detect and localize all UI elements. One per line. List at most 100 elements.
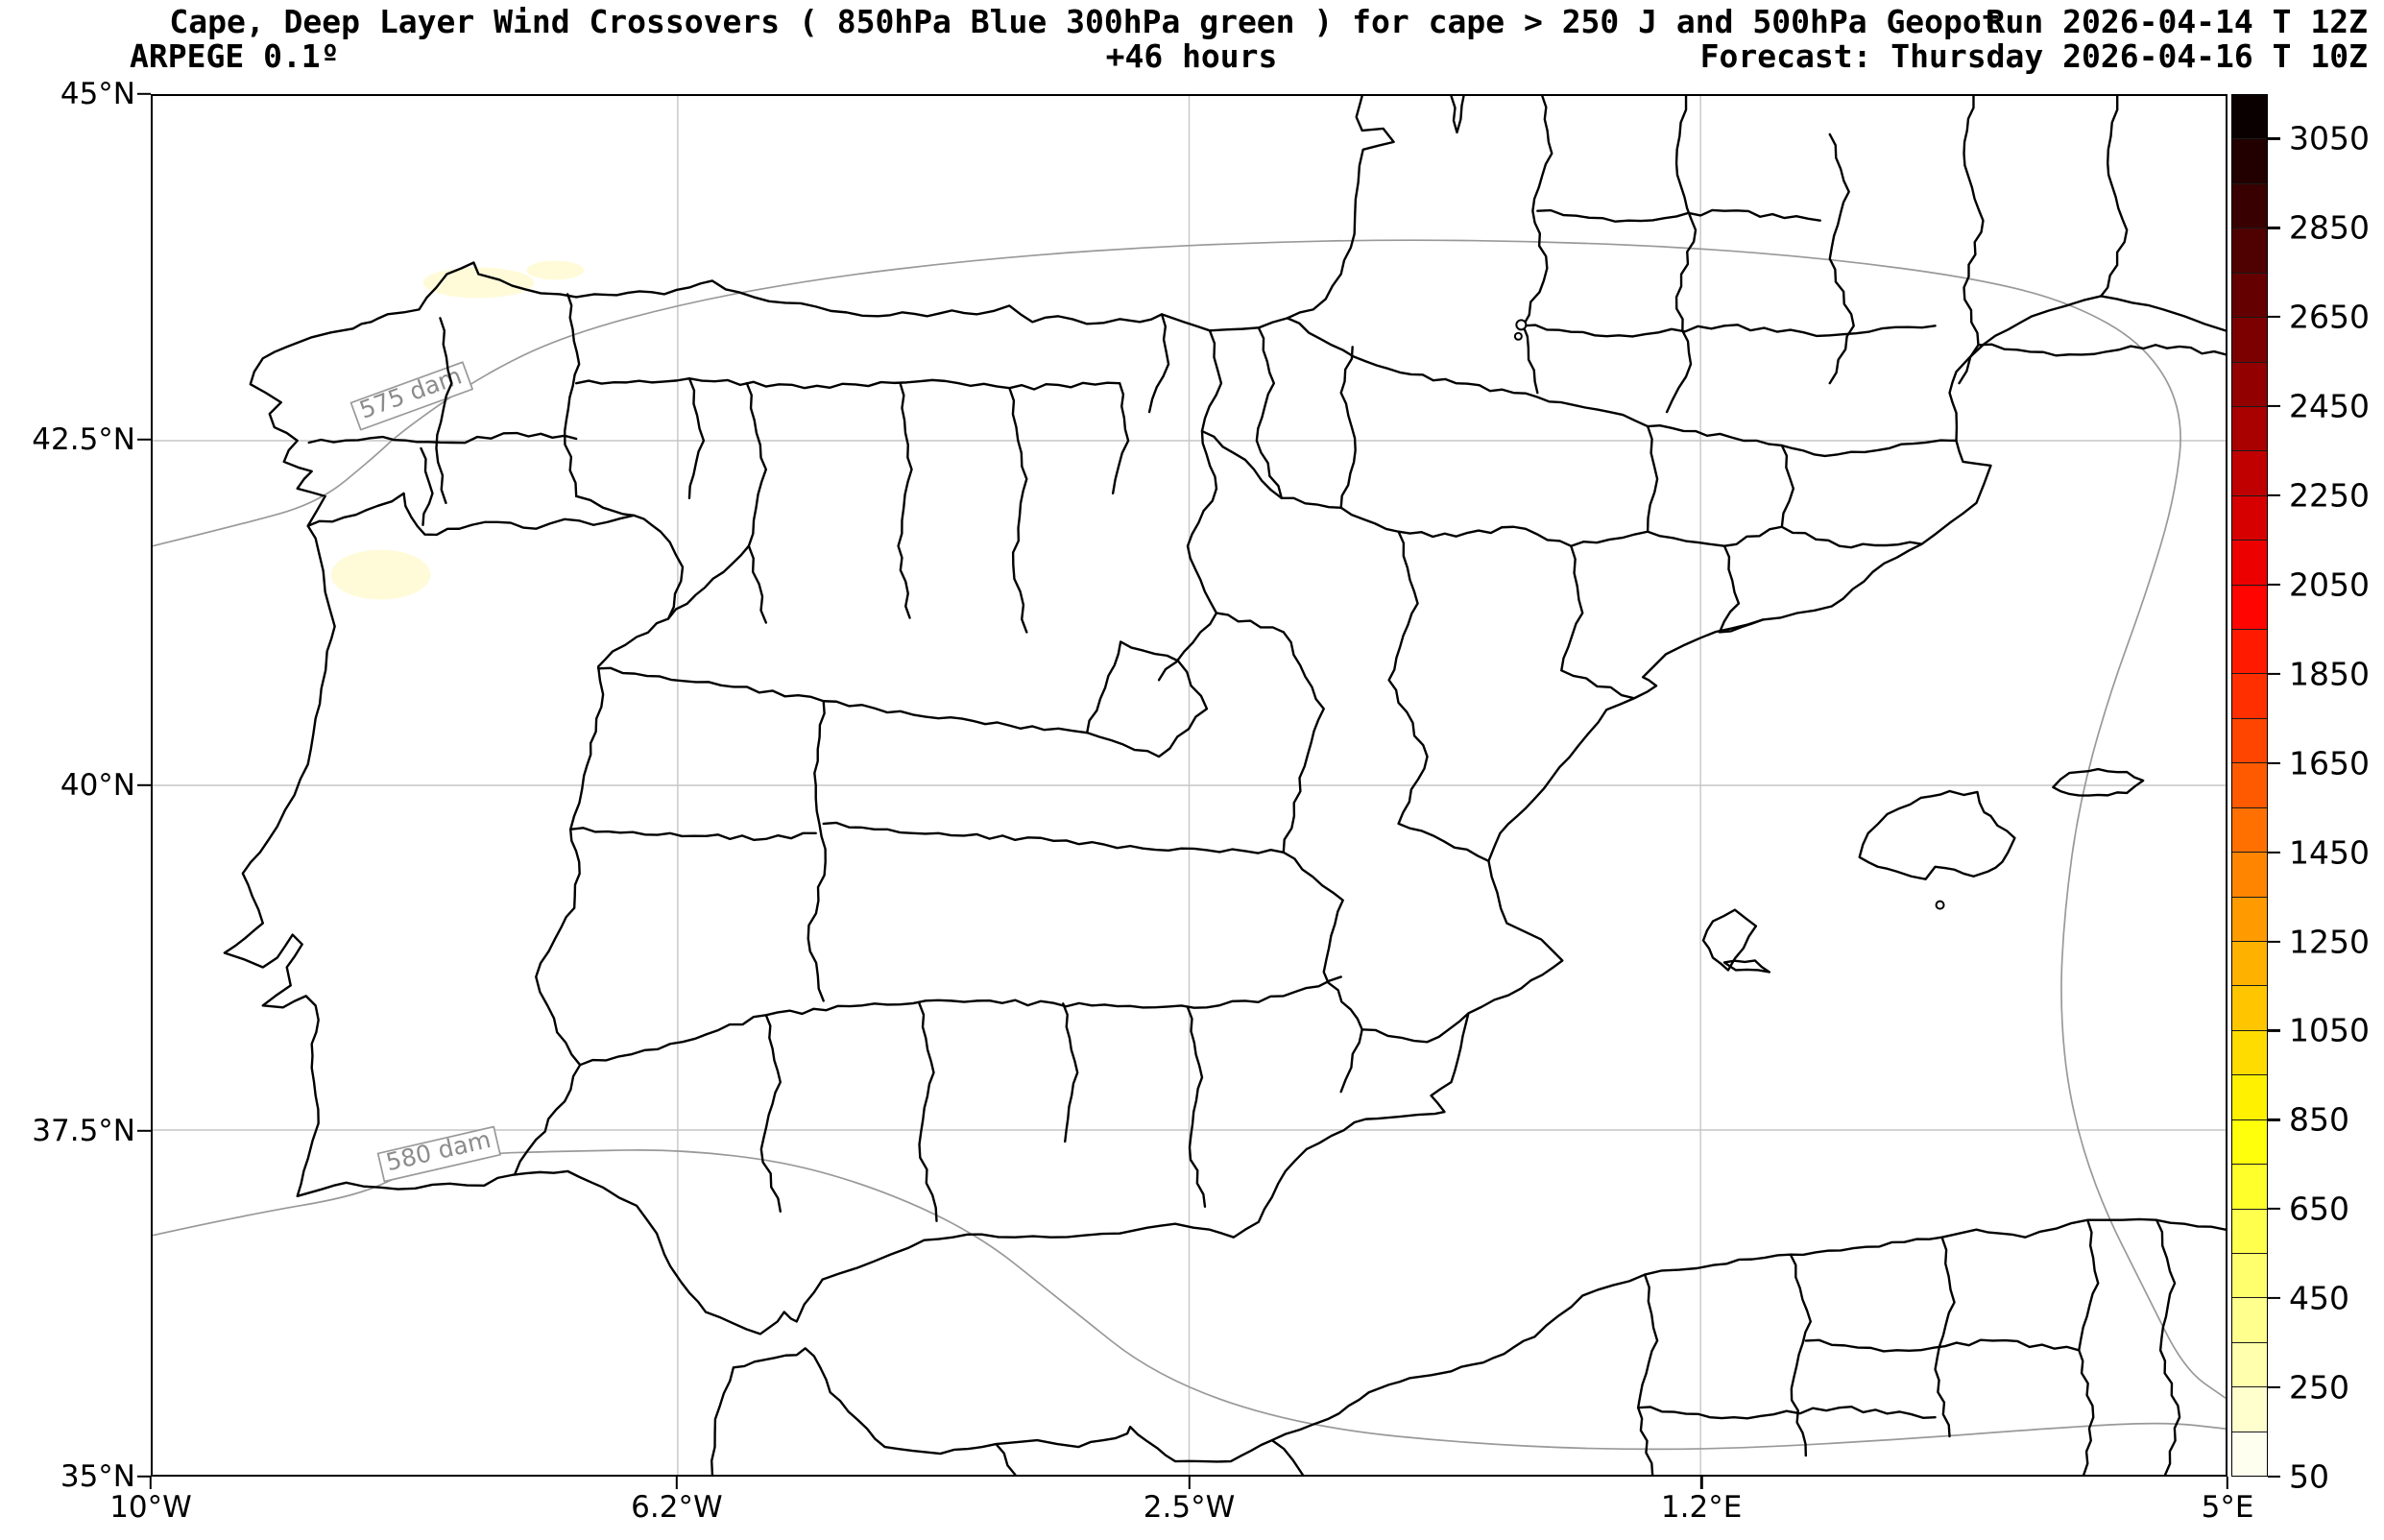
colorbar-segment [2232,718,2267,764]
admin-boundary [307,431,578,445]
cape-fill-patch [330,549,431,600]
colorbar-segment [2232,807,2267,854]
cape-fill-patch [422,267,535,299]
borders-layer [223,96,2226,1475]
admin-boundary [1977,343,2226,357]
x-axis-label: 1.2°E [1660,1490,1743,1525]
map-plot-area: 575 dam 580 dam [151,94,2227,1477]
island-coastline [1722,959,1771,974]
admin-boundary [745,381,768,624]
colorbar-tick [2268,227,2280,229]
colorbar-tick [2268,1119,2280,1121]
colorbar-tick-label: 2850 [2289,208,2370,247]
colorbar-tick-label: 1450 [2289,833,2370,872]
colorbar-segment [2232,630,2267,675]
colorbar-tick-label: 1850 [2289,655,2370,693]
y-axis-label: 42.5°N [32,422,135,457]
admin-boundary [1111,381,1130,495]
geopotential-contour-layer [153,239,2226,1451]
colorbar-tick [2268,761,2280,764]
y-axis-label: 45°N [60,77,135,111]
colorbar-segment [2232,1165,2267,1210]
admin-boundary [995,1442,1017,1475]
colorbar-tick-label: 650 [2289,1190,2349,1228]
admin-boundary [578,975,1342,1067]
admin-boundary [1560,544,1636,700]
colorbar-tick-label: 2050 [2289,565,2370,604]
admin-boundary [822,821,1286,854]
x-axis-label: 10°W [109,1490,192,1525]
y-axis-label: 40°N [60,768,135,803]
colorbar-segment [2232,1119,2267,1166]
colorbar-segment [2232,95,2267,140]
admin-boundary [1789,1253,1812,1457]
colorbar-tick [2268,493,2280,497]
colorbar-segment [2232,1075,2267,1120]
admin-boundary [1958,96,1985,385]
admin-boundary [435,317,453,505]
admin-boundary [1665,96,1698,414]
coastline-north-africa [710,1217,2226,1475]
colorbar-segment [2232,986,2267,1031]
admin-boundary [807,700,827,1002]
colorbar-tick-label: 50 [2289,1457,2329,1496]
admin-boundary [1062,1002,1079,1143]
x-axis-tick [1699,1477,1703,1489]
colorbar-segment [2232,318,2267,363]
enclave-boundary [1515,319,1528,331]
admin-boundary [1008,386,1028,634]
x-axis-tick [675,1477,679,1489]
admin-boundary [1361,1012,1470,1044]
admin-boundary [1934,1236,1956,1438]
island-coastline [1701,908,1758,972]
cape-fill-layer [330,260,585,600]
colorbar-tick [2268,316,2280,319]
colorbar-tick [2268,1386,2280,1389]
colorbar-segment [2232,273,2267,319]
colorbar-segment [2232,183,2267,229]
colorbar-segment [2232,1387,2267,1432]
admin-boundary [420,446,434,526]
colorbar-tick [2268,1029,2280,1032]
coastline-iberia-france [223,96,2226,1335]
border-spain-portugal [306,492,685,1176]
admin-boundary [574,376,1121,391]
colorbar-segment [2232,942,2267,987]
colorbar-tick-label: 2250 [2289,476,2370,515]
colorbar-segment [2232,1030,2267,1076]
colorbar-tick [2268,583,2280,587]
colorbar-tick [2268,405,2280,408]
y-axis-tick [137,438,151,442]
admin-boundary [1282,631,1325,854]
run-timestamp: Run 2026-04-14 T 12Z [1986,3,2368,40]
colorbar-segment [2232,406,2267,452]
colorbar-tick-label: 450 [2289,1279,2349,1317]
admin-boundary [1147,313,1170,414]
y-axis-tick [137,92,151,96]
colorbar-segment [2232,1253,2267,1299]
chart-title: Cape, Deep Layer Wind Crossovers ( 850hP… [169,3,2001,40]
colorbar-segment [2232,229,2267,274]
forecast-valid-time: Forecast: Thursday 2026-04-16 T 10Z [1699,37,2368,75]
admin-boundary [1450,96,1465,134]
y-axis-label: 37.5°N [32,1114,135,1148]
graticule-layer [153,96,2226,1475]
colorbar-segment [2232,897,2267,943]
admin-boundary [1280,496,1573,547]
colorbar-tick [2268,940,2280,943]
colorbar-tick-label: 1650 [2289,744,2370,782]
y-axis-tick [137,1475,151,1479]
x-axis-tick [149,1477,153,1489]
admin-boundary [1200,429,1284,500]
colorbar-segment [2232,362,2267,407]
colorbar-segment [2232,763,2267,808]
admin-boundary [1186,1006,1207,1208]
admin-boundary [596,666,1089,734]
admin-boundary [1718,544,1765,634]
colorbar-tick-label: 1250 [2289,923,2370,961]
y-axis-label: 35°N [60,1459,135,1494]
colorbar-tick [2268,1297,2280,1300]
y-axis-tick [137,1129,151,1133]
